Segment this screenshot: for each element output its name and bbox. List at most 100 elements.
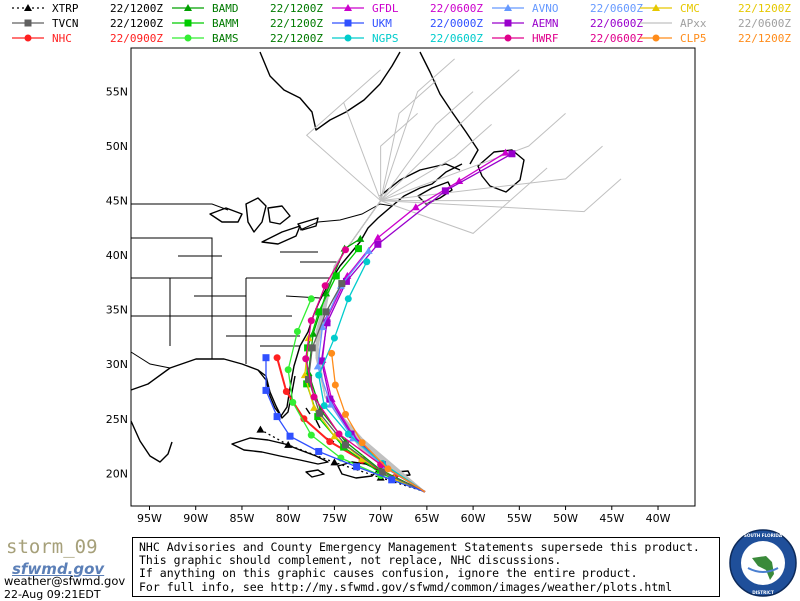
track-point-xtrp: [284, 440, 293, 448]
track-point-hwrf: [302, 355, 310, 363]
track-point-xtrp: [330, 458, 339, 466]
nova-scotia: [417, 181, 453, 205]
legend-model-name: BAMM: [212, 16, 239, 30]
track-point-aemn: [323, 319, 331, 327]
legend-model-time: 22/1200Z: [110, 16, 163, 30]
legend-symbol: [492, 4, 524, 11]
track-point-gfdl: [411, 203, 420, 211]
legend-model-name: XTRP: [52, 1, 79, 15]
track-point-ngps: [330, 334, 338, 342]
lat-tick-label: 55N: [106, 86, 128, 99]
coastlines: [130, 51, 525, 479]
legend-item-xtrp: XTRP 22/1200Z: [8, 1, 163, 15]
timestamp: 22-Aug 09:21EDT: [4, 588, 101, 601]
track-point-tvcn: [316, 409, 324, 417]
track-point-clp5: [342, 410, 350, 418]
us-canada-border: [131, 203, 393, 231]
mexico-border: [130, 351, 171, 369]
track-point-gfdl: [373, 233, 382, 241]
track-point-ngps: [363, 258, 371, 266]
legend-model-time: 22/1200Z: [270, 16, 323, 30]
st-lawrence: [379, 163, 461, 197]
legend-marker: [344, 19, 352, 27]
legend-symbol: [640, 4, 672, 11]
legend-marker: [504, 34, 512, 42]
track-point-aemn: [342, 277, 350, 285]
legend-item-ukm: UKM 22/0000Z: [328, 16, 483, 30]
legend-model-time: 22/0600Z: [590, 16, 643, 30]
track-point-bamd: [356, 234, 365, 242]
legend-model-name: CMC: [680, 1, 700, 15]
legend-item-bams: BAMS 22/1200Z: [168, 31, 323, 45]
track-ukm: [265, 357, 426, 493]
legend-item-nhc: NHC 22/0900Z: [8, 31, 163, 45]
track-point-nhc: [282, 388, 290, 395]
legend-marker: [652, 34, 660, 42]
lon-tick-label: 60W: [461, 512, 486, 525]
cuba: [231, 437, 329, 465]
legend-symbol: [12, 4, 44, 11]
legend-item-ngps: NGPS 22/0600Z: [328, 31, 483, 45]
legend-item-hwrf: HWRF 22/0600Z: [488, 31, 643, 45]
track-point-ngps: [320, 402, 328, 410]
track-point-ukm: [388, 476, 396, 484]
track-point-ukm: [353, 463, 361, 471]
contact-email[interactable]: weather@sfwmd.gov: [4, 574, 126, 588]
legend-symbol: [12, 19, 44, 27]
track-point-nhc: [273, 354, 281, 362]
legend-model-name: HWRF: [532, 31, 559, 45]
track-point-bams: [293, 328, 301, 336]
track-point-ukm: [315, 447, 323, 455]
track-point-tvcn: [308, 344, 316, 352]
legend-model-time: 22/1200Z: [738, 31, 791, 45]
legend-model-time: 22/0600Z: [590, 1, 643, 15]
track-point-avno: [364, 246, 373, 254]
track-point-ngps: [315, 371, 323, 379]
axis-labels: 95W 90W 85W 80W 75W 70W 65W 60W 55W 50W 45W 40W 55N 5…: [106, 86, 671, 525]
track-point-xtrp: [256, 425, 265, 433]
lon-tick-label: 70W: [368, 512, 393, 525]
legend-model-time: 22/1200Z: [110, 1, 163, 15]
track-point-aemn: [441, 187, 449, 195]
track-point-clp5: [384, 465, 392, 473]
track-point-nhc: [300, 415, 308, 423]
legend-marker: [504, 19, 512, 27]
track-point-clp5: [358, 439, 366, 447]
track-point-ukm: [262, 386, 270, 394]
lon-tick-label: 90W: [183, 512, 208, 525]
track-point-tvcn: [342, 441, 350, 449]
legend-marker: [652, 4, 660, 11]
track-point-bamm: [315, 308, 323, 316]
track-point-bams: [284, 366, 292, 374]
lat-tick-label: 45N: [106, 195, 128, 208]
track-point-tvcn: [305, 376, 313, 384]
track-point-cmc: [330, 432, 339, 440]
legend-marker: [504, 4, 512, 11]
state-borders: [131, 237, 340, 364]
legend-model-name: CLP5: [680, 31, 707, 45]
legend-item-bamd: BAMD 22/1200Z: [168, 1, 323, 15]
legend-marker: [184, 34, 192, 42]
track-point-hwrf: [321, 282, 329, 290]
legend-model-time: 22/0000Z: [430, 16, 483, 30]
legend-model-time: 22/1200Z: [270, 1, 323, 15]
track-point-ngps: [344, 430, 352, 438]
disclaimer-url-line[interactable]: For full info, see http://my.sfwmd.gov/s…: [139, 580, 673, 594]
legend-model-time: 22/0600Z: [430, 31, 483, 45]
lon-tick-label: 85W: [230, 512, 255, 525]
track-ngps: [318, 261, 426, 493]
legend-model-name: BAMS: [212, 31, 239, 45]
track-point-nhc: [326, 438, 334, 446]
legend-model-name: NGPS: [372, 31, 399, 45]
track-point-avno: [326, 400, 335, 408]
legend-marker: [184, 4, 192, 11]
lon-tick-label: 75W: [322, 512, 347, 525]
sfwmd-logo: sfwmd.gov: [12, 560, 105, 578]
track-point-hwrf: [335, 430, 343, 438]
track-point-tvcn: [338, 280, 346, 288]
legend-marker: [24, 4, 32, 11]
lon-tick-label: 40W: [646, 512, 671, 525]
legend-symbol: [332, 4, 364, 11]
svg-text:DISTRICT: DISTRICT: [752, 590, 774, 595]
labrador-coast: [419, 51, 479, 165]
